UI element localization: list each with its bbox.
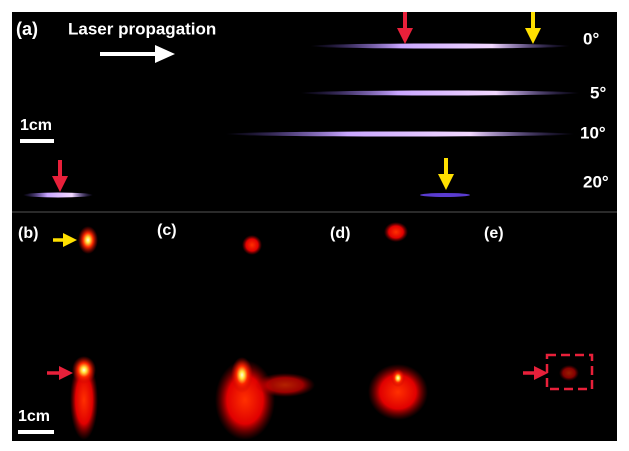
scale-label: 1cm: [18, 408, 50, 425]
panel-label: (d): [330, 225, 350, 242]
panel-label: (b): [18, 225, 38, 242]
filament: [300, 91, 580, 96]
filament: [310, 44, 570, 49]
scale-bar: [20, 139, 54, 143]
filament: [23, 193, 93, 198]
panel-label: (e): [484, 225, 504, 242]
angle-label: 5°: [590, 83, 606, 102]
angle-label: 0°: [583, 29, 599, 48]
figure: (a) Laser propagation 0° 5° 10° 20° 1cm …: [0, 0, 629, 451]
filament: [420, 193, 470, 197]
panel-label: (a): [16, 19, 38, 39]
panel-label: (c): [157, 222, 177, 239]
image-panel: [12, 12, 617, 441]
angle-label: 10°: [580, 123, 606, 142]
annotation: Laser propagation: [68, 19, 216, 38]
filament: [225, 132, 575, 137]
angle-label: 20°: [583, 172, 609, 191]
scale-bar: [18, 430, 54, 434]
scale-label: 1cm: [20, 117, 52, 134]
